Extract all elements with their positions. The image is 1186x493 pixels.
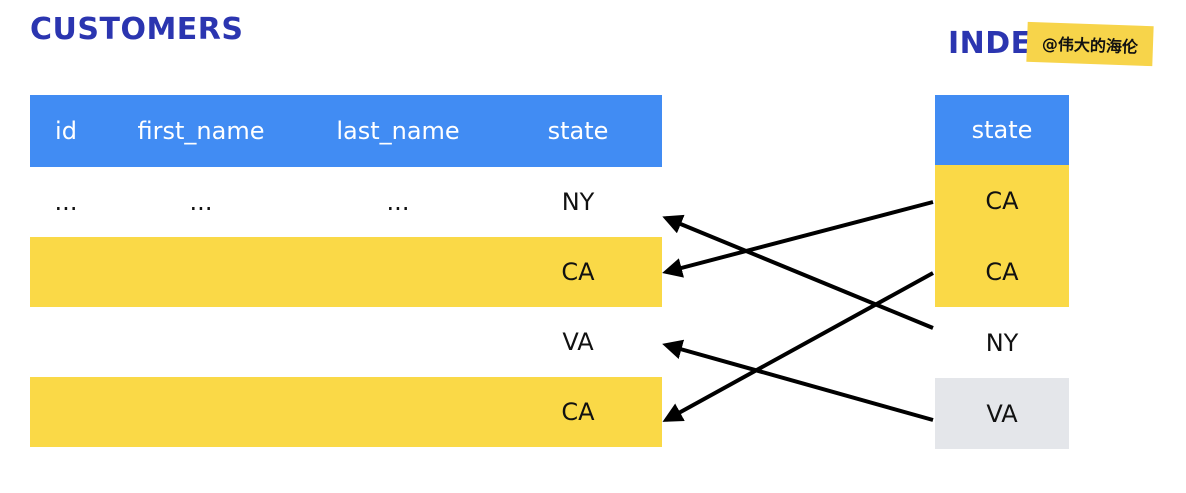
cell-state: VA	[562, 328, 594, 356]
cell-id: ...	[54, 188, 78, 216]
customer-row: CA	[30, 377, 662, 447]
index-row: CA	[935, 165, 1069, 236]
cell-state: CA	[561, 258, 595, 286]
pointer-arrow	[662, 200, 934, 278]
column-header-last-name: last_name	[336, 117, 460, 145]
pointer-arrow	[662, 339, 934, 422]
customers-header-row: id first_name last_name state	[30, 95, 662, 167]
index-row: CA	[935, 236, 1069, 307]
column-header-first-name: first_name	[137, 117, 265, 145]
column-header-id: id	[55, 117, 77, 145]
column-header-state: state	[547, 117, 609, 145]
customers-title: CUSTOMERS	[30, 12, 244, 47]
customer-row: ... ... ... NY	[30, 167, 662, 237]
cell-state: NY	[561, 188, 595, 216]
cell-first-name: ...	[189, 188, 213, 216]
index-row: VA	[935, 378, 1069, 449]
cell-state: CA	[561, 398, 595, 426]
cell-last-name: ...	[386, 188, 410, 216]
index-row: NY	[935, 307, 1069, 378]
customers-table: id first_name last_name state ... ... ..…	[30, 95, 662, 447]
pointer-arrow	[662, 214, 934, 330]
customer-row: VA	[30, 307, 662, 377]
index-table: state CA CA NY VA	[935, 95, 1069, 449]
pointer-arrow	[662, 271, 934, 422]
watermark-stamp: @伟大的海伦	[1026, 21, 1154, 67]
index-header: state	[935, 95, 1069, 165]
customer-row: CA	[30, 237, 662, 307]
